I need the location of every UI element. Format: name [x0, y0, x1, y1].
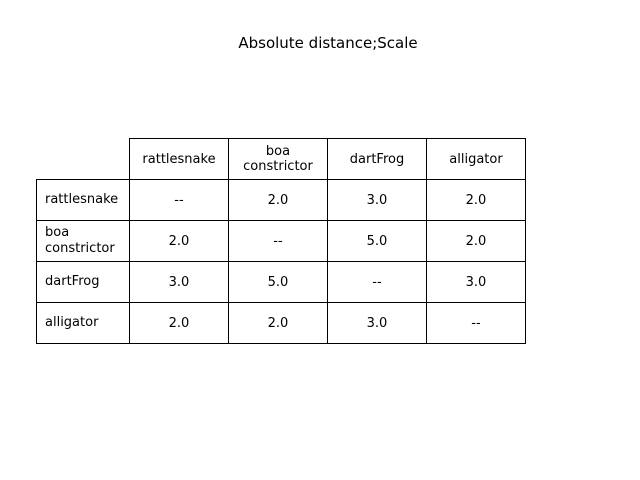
table-cell: 2.0 — [129, 302, 229, 344]
table-cell: -- — [327, 261, 427, 303]
row-header: boa constrictor — [36, 220, 130, 262]
column-header: boa constrictor — [228, 138, 328, 180]
table-cell: 2.0 — [426, 220, 526, 262]
table-cell: 3.0 — [327, 179, 427, 221]
chart-title: Absolute distance;Scale — [238, 34, 418, 52]
row-header: rattlesnake — [36, 179, 130, 221]
row-header: dartFrog — [36, 261, 130, 303]
table-row: rattlesnake -- 2.0 3.0 2.0 — [36, 179, 526, 221]
table-row: dartFrog 3.0 5.0 -- 3.0 — [36, 261, 526, 303]
distance-table: rattlesnake boa constrictor dartFrog alli… — [36, 138, 526, 344]
table-cell: 3.0 — [426, 261, 526, 303]
header-row: rattlesnake boa constrictor dartFrog alli… — [36, 138, 526, 180]
table-cell: 2.0 — [228, 179, 328, 221]
table-cell: -- — [129, 179, 229, 221]
column-header: alligator — [426, 138, 526, 180]
corner-cell — [36, 138, 130, 180]
table-cell: 3.0 — [327, 302, 427, 344]
table-cell: -- — [228, 220, 328, 262]
table-row: alligator 2.0 2.0 3.0 -- — [36, 302, 526, 344]
column-header: dartFrog — [327, 138, 427, 180]
row-header: alligator — [36, 302, 130, 344]
table-cell: 2.0 — [426, 179, 526, 221]
table-cell: 5.0 — [327, 220, 427, 262]
table-row: boa constrictor 2.0 -- 5.0 2.0 — [36, 220, 526, 262]
column-header: rattlesnake — [129, 138, 229, 180]
table-cell: 5.0 — [228, 261, 328, 303]
table-cell: 2.0 — [129, 220, 229, 262]
table-cell: 2.0 — [228, 302, 328, 344]
table-cell: -- — [426, 302, 526, 344]
table-cell: 3.0 — [129, 261, 229, 303]
